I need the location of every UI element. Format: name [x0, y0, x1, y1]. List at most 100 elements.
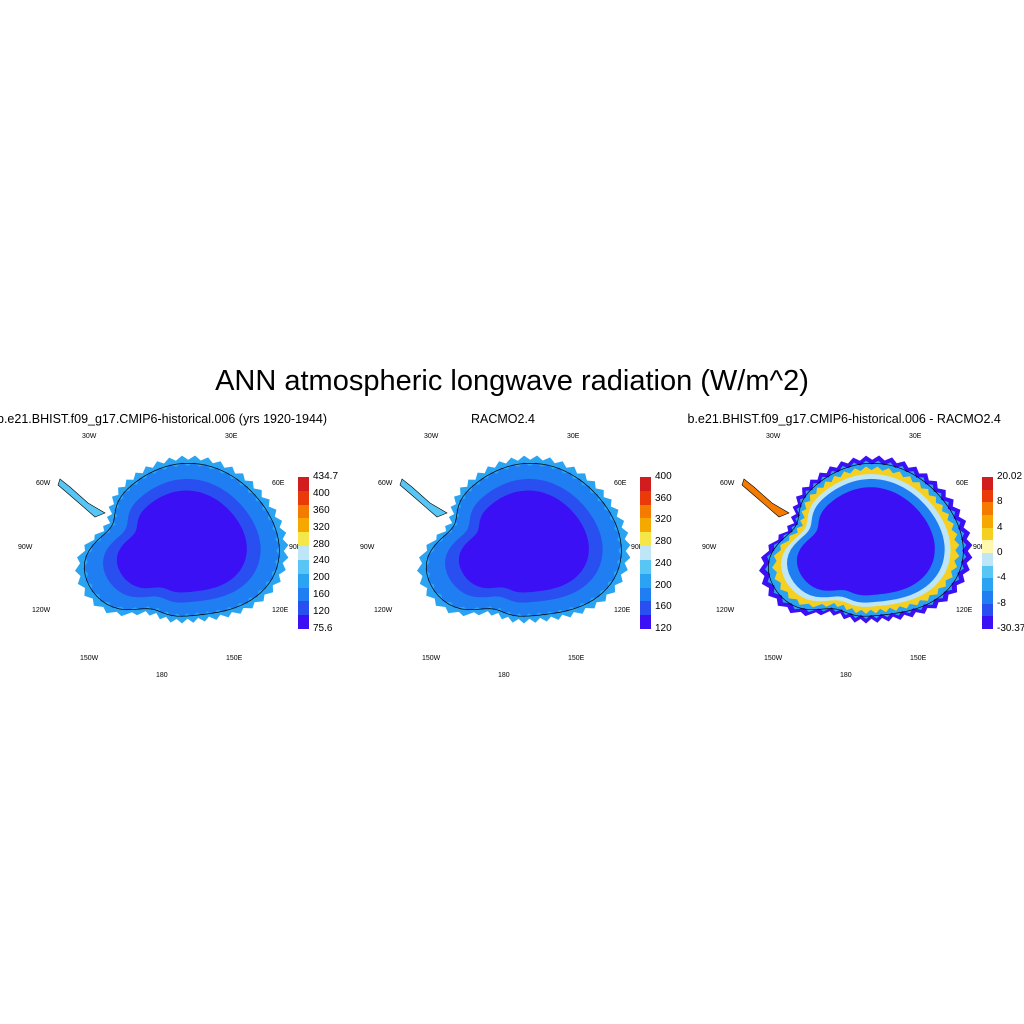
lon-label-w30: 30W: [424, 433, 439, 440]
colorbar-tick-label: 320: [313, 521, 330, 533]
colorbar-tick-label: -30.37: [997, 623, 1024, 634]
colorbar-segment: [982, 616, 993, 629]
colorbar-segment: [982, 565, 993, 579]
lon-label-w120: 120W: [374, 607, 393, 614]
lon-label-w30: 30W: [82, 433, 97, 440]
lon-label-e60: 60E: [272, 480, 285, 487]
colorbar-segment: [640, 504, 651, 519]
lon-label-e120: 120E: [614, 607, 631, 614]
colorbar-tick-label: 320: [655, 514, 672, 526]
colorbar-tick-label: 8: [997, 496, 1003, 508]
lon-label-e120: 120E: [272, 607, 289, 614]
colorbar-segment: [982, 477, 993, 490]
colorbar-tick-label: 20.02: [997, 471, 1023, 482]
colorbar: [640, 477, 651, 629]
colorbar-tick-label: 240: [313, 555, 330, 567]
figure-title: ANN atmospheric longwave radiation (W/m^…: [215, 365, 809, 397]
peninsula: [741, 478, 790, 518]
map-panel-2: RACMO2.4 30W 30E 60W 60E 90W 90E 120W 120E 150W 15…: [342, 405, 682, 695]
contour-fill-5: [796, 487, 935, 596]
colorbar-segment: [298, 490, 309, 505]
lon-label-w30: 30W: [766, 433, 781, 440]
lon-label-d180: 180: [498, 672, 510, 679]
colorbar: [982, 477, 993, 629]
colorbar-segment: [298, 546, 309, 560]
contour-fill-3: [116, 490, 247, 593]
colorbar-tick-label: 400: [655, 471, 672, 482]
colorbar-tick-label: 75.6: [313, 623, 333, 634]
lon-label-e150: 150E: [910, 655, 927, 662]
antarctica-map: [741, 455, 973, 624]
colorbar-segment: [640, 573, 651, 588]
colorbar-segment: [298, 587, 309, 602]
colorbar-segment: [982, 502, 993, 515]
lon-label-w150: 150W: [422, 655, 441, 662]
colorbar-tick-label: 360: [313, 504, 330, 516]
lon-label-w60: 60W: [378, 480, 393, 487]
map-panel-1: b.e21.BHIST.f09_g17.CMIP6-historical.006…: [0, 405, 340, 695]
colorbar-tick-label: 0: [997, 547, 1003, 558]
lon-label-w150: 150W: [80, 655, 99, 662]
lon-label-w120: 120W: [32, 607, 51, 614]
colorbar-segment: [982, 515, 993, 528]
colorbar-segment: [640, 518, 651, 533]
colorbar-segment: [298, 573, 309, 588]
panel-title: RACMO2.4: [471, 412, 535, 426]
antarctica-map: [57, 455, 289, 624]
panel-title: b.e21.BHIST.f09_g17.CMIP6-historical.006…: [0, 412, 328, 426]
colorbar-segment: [982, 540, 993, 553]
colorbar-segment: [982, 553, 993, 566]
colorbar-segment: [298, 532, 309, 547]
lon-label-w150: 150W: [764, 655, 783, 662]
colorbar-tick-label: 4: [997, 521, 1003, 533]
lon-label-d180: 180: [840, 672, 852, 679]
colorbar-tick-label: 280: [313, 538, 330, 550]
colorbar-tick-label: 160: [313, 589, 330, 601]
colorbar-tick-label: 240: [655, 557, 672, 569]
lon-label-e150: 150E: [568, 655, 585, 662]
colorbar-segment: [298, 601, 309, 616]
peninsula: [57, 478, 106, 518]
peninsula: [399, 478, 448, 518]
colorbar-segment: [640, 490, 651, 505]
lon-label-w60: 60W: [720, 480, 735, 487]
lon-label-w90: 90W: [702, 544, 717, 551]
colorbar-segment: [640, 546, 651, 560]
colorbar-tick-label: 434.7: [313, 471, 339, 482]
lon-label-e120: 120E: [956, 607, 973, 614]
coastline: [767, 462, 964, 617]
lon-label-w60: 60W: [36, 480, 51, 487]
lon-label-w120: 120W: [716, 607, 735, 614]
colorbar-tick-label: -4: [997, 572, 1006, 584]
lon-label-e150: 150E: [226, 655, 243, 662]
colorbar-segment: [640, 559, 651, 574]
colorbar-segment: [982, 489, 993, 503]
lon-label-e30: 30E: [225, 433, 238, 440]
lon-label-e90: 90E: [973, 544, 986, 551]
colorbar-segment: [640, 532, 651, 547]
colorbar-tick-label: 360: [655, 492, 672, 504]
colorbar-tick-label: 280: [655, 536, 672, 548]
colorbar-segment: [640, 477, 651, 491]
colorbar-segment: [982, 591, 993, 604]
lon-label-e60: 60E: [614, 480, 627, 487]
panel-title: b.e21.BHIST.f09_g17.CMIP6-historical.006…: [687, 412, 1001, 426]
colorbar-tick-label: 120: [313, 606, 330, 618]
colorbar-segment: [640, 587, 651, 602]
lon-label-d180: 180: [156, 672, 168, 679]
colorbar-segment: [982, 527, 993, 541]
lon-label-e60: 60E: [956, 480, 969, 487]
contour-fill-3: [458, 490, 589, 593]
colorbar-segment: [982, 603, 993, 617]
lon-label-w90: 90W: [18, 544, 33, 551]
colorbar-segment: [298, 504, 309, 519]
colorbar-tick-label: 400: [313, 487, 330, 499]
antarctica-map: [399, 455, 631, 624]
lon-label-e90: 90E: [289, 544, 302, 551]
colorbar-segment: [298, 518, 309, 533]
lon-label-e30: 30E: [567, 433, 580, 440]
colorbar-segment: [982, 578, 993, 591]
colorbar-tick-label: 200: [655, 579, 672, 591]
coastline: [83, 462, 280, 617]
colorbar-segment: [298, 559, 309, 574]
